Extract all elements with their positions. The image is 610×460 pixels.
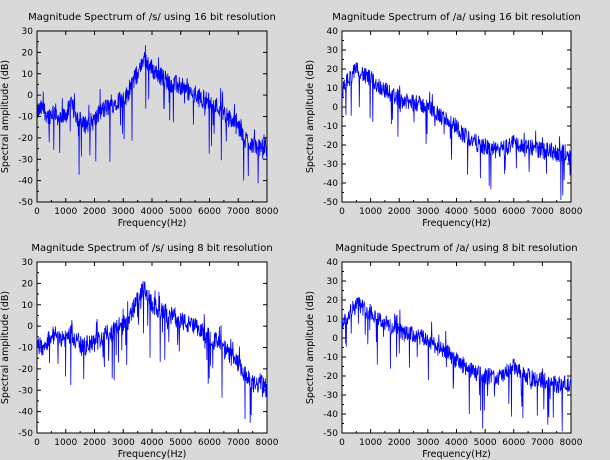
x-tick-label: 8000 bbox=[256, 438, 279, 448]
y-tick-label: 10 bbox=[22, 70, 34, 80]
x-tick-label: 0 bbox=[339, 438, 345, 448]
y-tick-label: -30 bbox=[323, 160, 338, 170]
y-tick-label: 20 bbox=[327, 65, 339, 75]
y-tick-label: 40 bbox=[327, 27, 339, 37]
y-tick-label: 0 bbox=[27, 91, 33, 101]
x-axis-label: Frequency(Hz) bbox=[118, 449, 187, 460]
x-axis-label: Frequency(Hz) bbox=[118, 218, 187, 229]
y-tick-label: -50 bbox=[323, 429, 338, 439]
y-axis-label: Spectral amplitude (dB) bbox=[0, 60, 11, 173]
y-tick-label: -20 bbox=[323, 141, 338, 151]
x-tick-label: 7000 bbox=[531, 438, 554, 448]
x-axis-label: Frequency(Hz) bbox=[422, 218, 491, 229]
y-tick-label: -30 bbox=[18, 386, 33, 396]
y-tick-label: -20 bbox=[323, 372, 338, 382]
y-tick-label: -40 bbox=[18, 177, 33, 187]
x-tick-label: 4000 bbox=[445, 438, 468, 448]
x-tick-label: 0 bbox=[339, 207, 345, 217]
x-tick-label: 3000 bbox=[416, 207, 439, 217]
chart-title: Magnitude Spectrum of /s/ using 8 bit re… bbox=[31, 243, 272, 254]
series-line-1 bbox=[342, 61, 571, 201]
x-tick-label: 7000 bbox=[227, 438, 250, 448]
x-tick-label: 8000 bbox=[560, 438, 583, 448]
x-tick-label: 1000 bbox=[54, 207, 77, 217]
y-tick-label: 0 bbox=[332, 334, 338, 344]
x-tick-label: 2000 bbox=[388, 438, 411, 448]
x-tick-label: 8000 bbox=[560, 207, 583, 217]
plot-area bbox=[36, 30, 268, 203]
y-tick-label: 30 bbox=[22, 258, 34, 268]
x-tick-label: 2000 bbox=[388, 207, 411, 217]
chart-title: Magnitude Spectrum of /a/ using 16 bit r… bbox=[332, 12, 581, 23]
plot-area bbox=[341, 261, 572, 434]
series-line-1 bbox=[342, 297, 571, 432]
x-tick-label: 6000 bbox=[502, 438, 525, 448]
y-tick-label: -10 bbox=[18, 344, 33, 354]
x-tick-label: 4000 bbox=[141, 207, 164, 217]
x-tick-label: 5000 bbox=[169, 438, 192, 448]
y-tick-label: -40 bbox=[323, 179, 338, 189]
x-tick-label: 1000 bbox=[359, 207, 382, 217]
x-tick-label: 0 bbox=[34, 207, 40, 217]
y-tick-label: -20 bbox=[18, 134, 33, 144]
chart-title: Magnitude Spectrum of /a/ using 8 bit re… bbox=[335, 243, 577, 254]
chart-1: Magnitude Spectrum of /s/ using 16 bit r… bbox=[0, 12, 279, 229]
y-tick-label: -20 bbox=[18, 365, 33, 375]
y-tick-label: 20 bbox=[22, 48, 34, 58]
y-tick-label: -50 bbox=[18, 198, 33, 208]
x-tick-label: 5000 bbox=[474, 438, 497, 448]
y-tick-label: 10 bbox=[327, 84, 339, 94]
chart-3: Magnitude Spectrum of /s/ using 8 bit re… bbox=[0, 243, 279, 460]
x-tick-label: 6000 bbox=[198, 438, 221, 448]
x-tick-label: 2000 bbox=[83, 438, 106, 448]
y-tick-label: -30 bbox=[323, 391, 338, 401]
x-tick-label: 1000 bbox=[54, 438, 77, 448]
y-tick-label: -40 bbox=[323, 410, 338, 420]
x-tick-label: 3000 bbox=[112, 207, 135, 217]
chart-2: Magnitude Spectrum of /a/ using 16 bit r… bbox=[305, 12, 583, 229]
plot-area bbox=[341, 30, 572, 203]
y-tick-label: 40 bbox=[327, 258, 339, 268]
x-tick-label: 8000 bbox=[256, 207, 279, 217]
y-tick-label: 20 bbox=[327, 296, 339, 306]
x-tick-label: 0 bbox=[34, 438, 40, 448]
y-tick-label: 10 bbox=[327, 315, 339, 325]
y-axis-label: Spectral amplitude (dB) bbox=[305, 60, 316, 173]
x-tick-label: 5000 bbox=[169, 207, 192, 217]
y-axis-label: Spectral amplitude (dB) bbox=[0, 291, 11, 404]
y-tick-label: -30 bbox=[18, 155, 33, 165]
chart-4: Magnitude Spectrum of /a/ using 8 bit re… bbox=[305, 243, 583, 460]
y-tick-label: -50 bbox=[18, 429, 33, 439]
x-tick-label: 3000 bbox=[112, 438, 135, 448]
x-tick-label: 3000 bbox=[416, 438, 439, 448]
x-tick-label: 7000 bbox=[227, 207, 250, 217]
x-tick-label: 1000 bbox=[359, 438, 382, 448]
y-tick-label: -10 bbox=[323, 353, 338, 363]
x-tick-label: 6000 bbox=[198, 207, 221, 217]
x-tick-label: 7000 bbox=[531, 207, 554, 217]
x-tick-label: 2000 bbox=[83, 207, 106, 217]
y-tick-label: 10 bbox=[22, 301, 34, 311]
x-axis-label: Frequency(Hz) bbox=[422, 449, 491, 460]
y-tick-label: -50 bbox=[323, 198, 338, 208]
y-tick-label: -10 bbox=[18, 113, 33, 123]
x-tick-label: 6000 bbox=[502, 207, 525, 217]
y-tick-label: 30 bbox=[22, 27, 34, 37]
series-line-1 bbox=[37, 280, 267, 423]
y-tick-label: 30 bbox=[327, 277, 339, 287]
y-tick-label: -40 bbox=[18, 408, 33, 418]
x-tick-label: 5000 bbox=[474, 207, 497, 217]
x-tick-label: 4000 bbox=[445, 207, 468, 217]
y-tick-label: -10 bbox=[323, 122, 338, 132]
y-axis-label: Spectral amplitude (dB) bbox=[305, 291, 316, 404]
y-tick-label: 30 bbox=[327, 46, 339, 56]
series-line-1 bbox=[37, 45, 267, 184]
y-tick-label: 0 bbox=[27, 322, 33, 332]
y-tick-label: 20 bbox=[22, 279, 34, 289]
chart-title: Magnitude Spectrum of /s/ using 16 bit r… bbox=[28, 12, 276, 23]
x-tick-label: 4000 bbox=[141, 438, 164, 448]
y-tick-label: 0 bbox=[332, 103, 338, 113]
